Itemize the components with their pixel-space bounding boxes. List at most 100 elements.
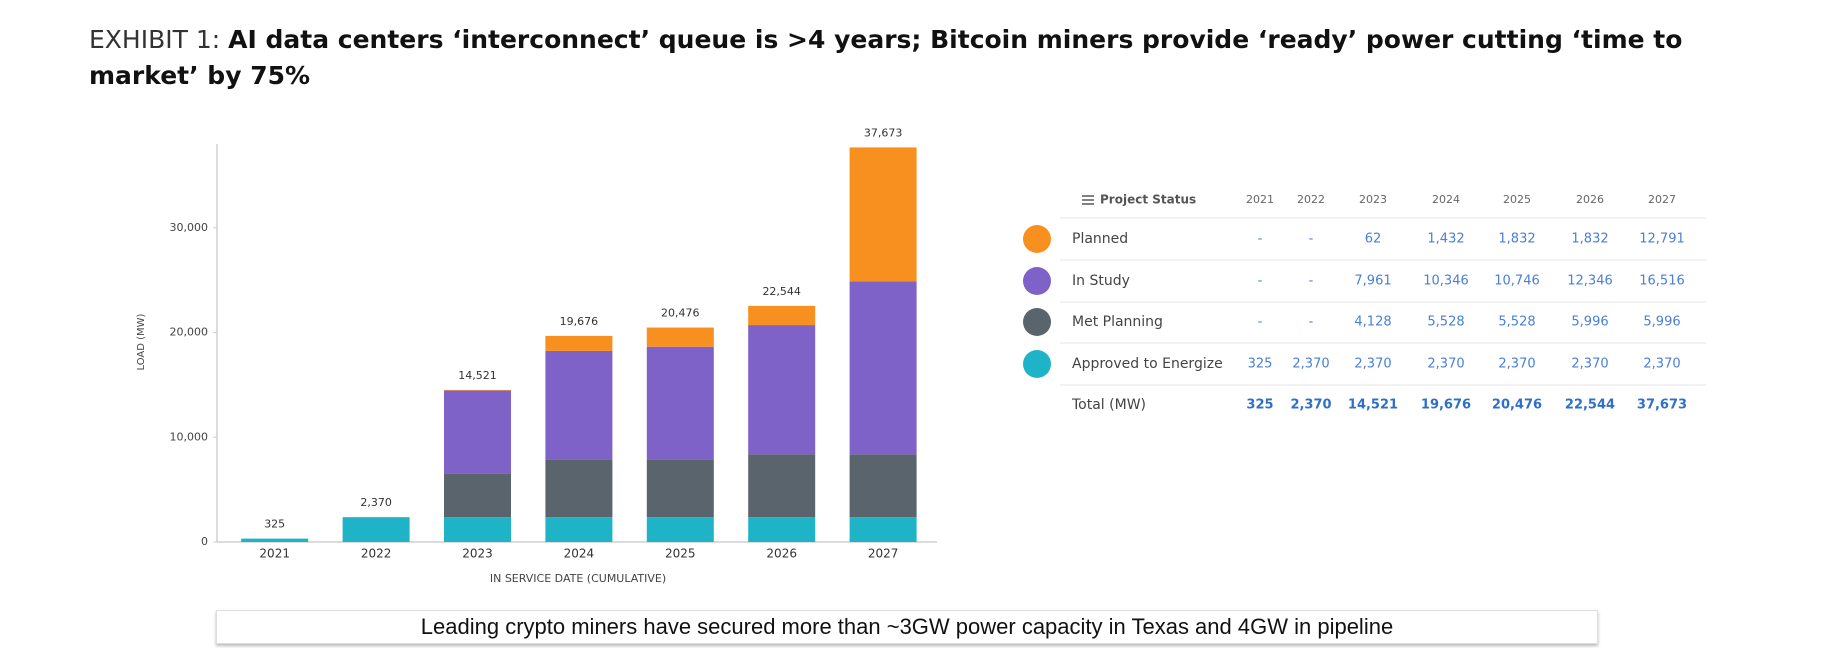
table-cell: 12,346 xyxy=(1567,274,1613,289)
total-label: 14,521 xyxy=(458,369,497,382)
table-cell: 2,370 xyxy=(1427,357,1464,372)
total-label: 22,544 xyxy=(762,285,801,298)
y-tick-label: 20,000 xyxy=(170,326,209,339)
total-label: 325 xyxy=(264,518,285,531)
bar-segment xyxy=(646,346,714,460)
table-cell: - xyxy=(1258,274,1263,289)
bar-segment xyxy=(849,517,917,542)
table-cell: 2,370 xyxy=(1292,357,1329,372)
table-cell: 10,746 xyxy=(1494,274,1540,289)
caption: Leading crypto miners have secured more … xyxy=(216,610,1598,644)
table-cell: 4,128 xyxy=(1354,315,1391,330)
table-cell: 1,832 xyxy=(1571,232,1608,247)
total-label: 19,676 xyxy=(560,315,599,328)
legend-label: Planned xyxy=(1072,231,1128,247)
bar-segment xyxy=(545,350,613,460)
title-block: EXHIBIT 1: AI data centers ‘interconnect… xyxy=(89,22,1729,94)
table-cell: - xyxy=(1309,315,1314,330)
exhibit-label: EXHIBIT 1: xyxy=(89,25,221,54)
legend-marker xyxy=(1023,225,1051,253)
bar-segment xyxy=(849,281,917,455)
bar-segment xyxy=(444,473,511,518)
bar-segment xyxy=(748,325,816,455)
table-cell: 1,432 xyxy=(1427,232,1464,247)
total-cell: 14,521 xyxy=(1348,398,1398,413)
table-cell: 2,370 xyxy=(1354,357,1391,372)
bar-segment xyxy=(444,390,511,474)
legend-marker xyxy=(1023,308,1051,336)
legend-marker xyxy=(1023,350,1051,378)
table-cell: 5,996 xyxy=(1643,315,1680,330)
total-cell: 2,370 xyxy=(1290,398,1331,413)
bar-segment xyxy=(545,335,613,351)
bar-segment xyxy=(646,327,714,347)
x-tick-label: 2022 xyxy=(361,547,392,561)
table-cell: - xyxy=(1309,232,1314,247)
y-tick-label: 0 xyxy=(201,535,208,548)
total-cell: 37,673 xyxy=(1637,398,1687,413)
bar-segment xyxy=(545,459,613,518)
table-cell: 7,961 xyxy=(1354,274,1391,289)
table-cell: - xyxy=(1258,315,1263,330)
table-cell: 10,346 xyxy=(1423,274,1469,289)
total-cell: 20,476 xyxy=(1492,398,1542,413)
table-cell: 5,996 xyxy=(1571,315,1608,330)
table-cell: 5,528 xyxy=(1498,315,1535,330)
x-tick-label: 2024 xyxy=(564,547,595,561)
bar-segment xyxy=(646,459,714,518)
chart-title: AI data centers ‘interconnect’ queue is … xyxy=(89,25,1683,90)
x-tick-label: 2026 xyxy=(766,547,797,561)
y-tick-label: 30,000 xyxy=(170,221,209,234)
bar-segment xyxy=(748,454,816,518)
bar-segment xyxy=(241,538,309,542)
y-tick-label: 10,000 xyxy=(170,430,209,443)
bar-segment xyxy=(748,305,816,326)
total-label: 20,476 xyxy=(661,307,700,320)
total-label: 2,370 xyxy=(360,496,392,509)
legend-marker xyxy=(1023,267,1051,295)
table-year: 2021 xyxy=(1246,193,1274,206)
total-name: Total (MW) xyxy=(1071,397,1146,413)
legend-label: In Study xyxy=(1072,273,1130,289)
table-cell: 16,516 xyxy=(1639,274,1685,289)
x-tick-label: 2027 xyxy=(868,547,899,561)
table-cell: 325 xyxy=(1248,357,1273,372)
total-cell: 19,676 xyxy=(1421,398,1471,413)
bar-segment xyxy=(849,454,917,518)
table-header: Project Status xyxy=(1100,193,1196,207)
table-year: 2023 xyxy=(1359,193,1387,206)
table-cell: 1,832 xyxy=(1498,232,1535,247)
total-cell: 325 xyxy=(1246,398,1273,413)
table-cell: 5,528 xyxy=(1427,315,1464,330)
bar-segment xyxy=(444,389,511,391)
x-tick-label: 2025 xyxy=(665,547,696,561)
bar-segment xyxy=(545,517,613,542)
total-label: 37,673 xyxy=(864,126,903,139)
bar-segment xyxy=(342,517,410,542)
x-axis-title: IN SERVICE DATE (CUMULATIVE) xyxy=(490,572,666,585)
table-cell: - xyxy=(1258,232,1263,247)
table-year: 2025 xyxy=(1503,193,1531,206)
legend-label: Approved to Energize xyxy=(1072,356,1223,372)
bar-segment xyxy=(646,517,714,542)
table-cell: - xyxy=(1309,274,1314,289)
table-year: 2024 xyxy=(1432,193,1460,206)
table-cell: 2,370 xyxy=(1571,357,1608,372)
table-cell: 2,370 xyxy=(1643,357,1680,372)
bar-segment xyxy=(444,517,511,542)
total-cell: 22,544 xyxy=(1565,398,1615,413)
x-tick-label: 2023 xyxy=(462,547,493,561)
table-cell: 12,791 xyxy=(1639,232,1685,247)
y-axis-title: LOAD (MW) xyxy=(136,313,147,370)
table-year: 2022 xyxy=(1297,193,1325,206)
table-cell: 2,370 xyxy=(1498,357,1535,372)
table-year: 2027 xyxy=(1648,193,1676,206)
legend-label: Met Planning xyxy=(1072,314,1163,330)
bar-segment xyxy=(748,517,816,542)
bar-segment xyxy=(849,147,917,282)
x-tick-label: 2021 xyxy=(259,547,290,561)
table-cell: 62 xyxy=(1365,232,1382,247)
table-year: 2026 xyxy=(1576,193,1604,206)
